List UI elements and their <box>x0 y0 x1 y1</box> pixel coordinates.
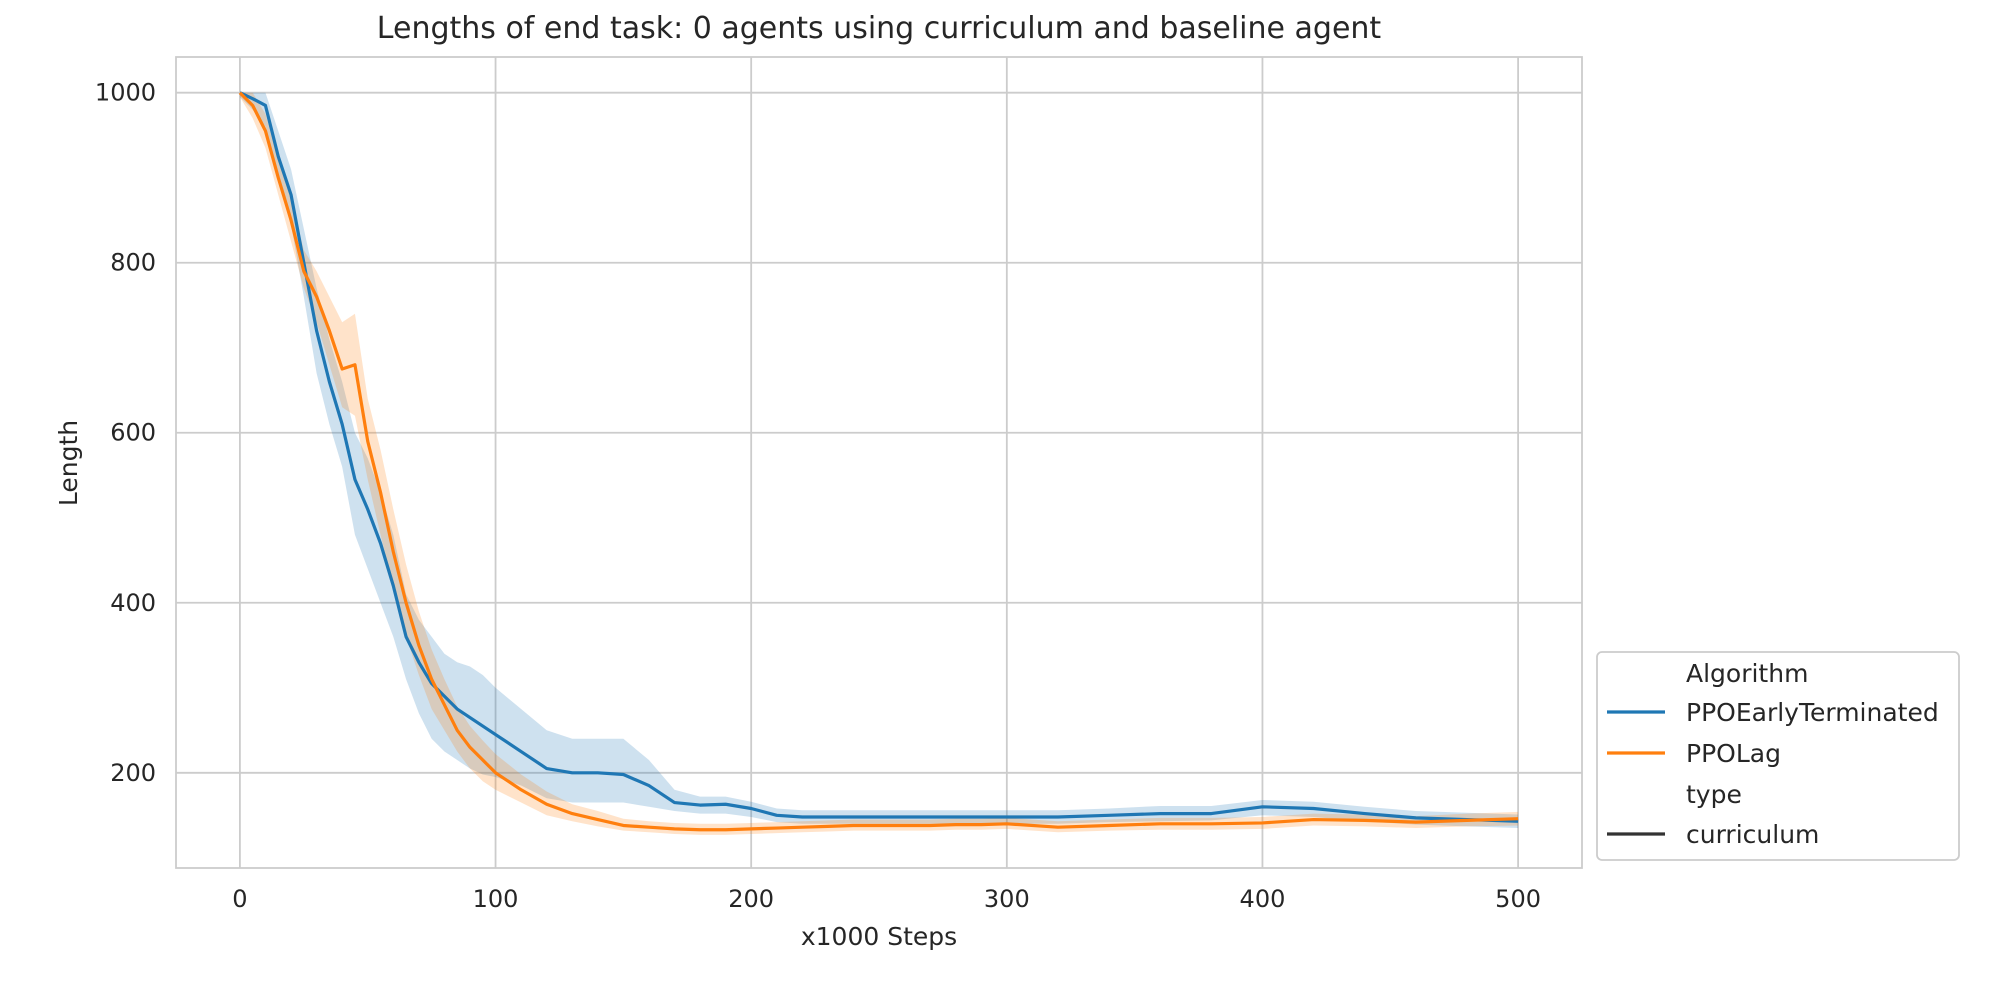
x-tick-label: 200 <box>728 885 774 913</box>
legend-label-ppolag: PPOLag <box>1686 739 1781 768</box>
chart-title: Lengths of end task: 0 agents using curr… <box>377 11 1382 46</box>
x-tick-label: 100 <box>473 885 519 913</box>
series-line-ppolag <box>238 91 1519 832</box>
y-tick-label: 600 <box>110 419 156 447</box>
y-tick-label: 400 <box>110 589 156 617</box>
legend-label-curriculum: curriculum <box>1686 820 1819 849</box>
series-line-ppoearlyterminated <box>239 91 1519 823</box>
legend-hue-title: Algorithm <box>1686 659 1808 688</box>
x-tick-labels: 0 100 200 300 400 500 <box>232 885 1541 913</box>
x-tick-label: 300 <box>984 885 1030 913</box>
series-lines <box>238 91 1519 832</box>
x-tick-label: 400 <box>1240 885 1286 913</box>
y-tick-labels: 200 400 600 800 1000 <box>95 79 156 787</box>
grid-lines <box>176 57 1582 868</box>
ci-band-ppoearlyterminated <box>239 92 1519 829</box>
legend-label-ppoearlyterminated: PPOEarlyTerminated <box>1686 698 1939 727</box>
legend-style-title: type <box>1686 780 1742 809</box>
y-axis-label: Length <box>54 420 83 506</box>
legend-box <box>1596 651 1960 861</box>
plot-frame <box>175 56 1583 869</box>
x-tick-label: 500 <box>1495 885 1541 913</box>
y-tick-label: 800 <box>110 249 156 277</box>
x-tick-label: 0 <box>232 885 247 913</box>
y-tick-label: 200 <box>110 759 156 787</box>
confidence-bands <box>239 92 1519 835</box>
y-tick-label: 1000 <box>95 79 156 107</box>
x-axis-label: x1000 Steps <box>801 922 957 951</box>
legend: Algorithm PPOEarlyTerminated PPOLag type… <box>1596 651 1960 861</box>
